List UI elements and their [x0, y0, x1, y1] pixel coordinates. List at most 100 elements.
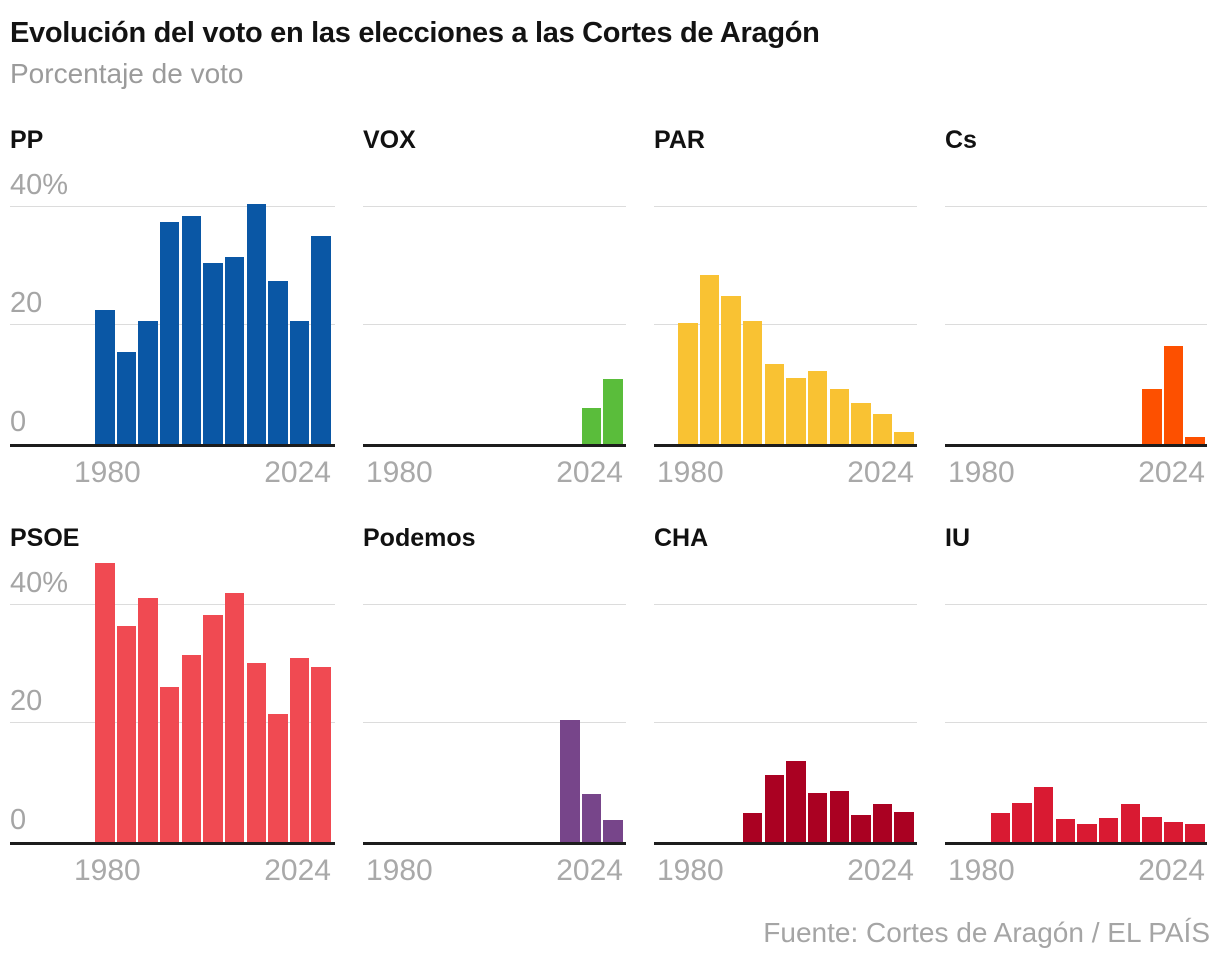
bars-cs — [969, 159, 1207, 444]
gridline-40 — [945, 205, 1207, 207]
bar-cs-2019 — [1163, 345, 1184, 444]
gridline-40 — [654, 603, 917, 605]
bar-iu-1995 — [1033, 787, 1054, 842]
panel-title-psoe: PSOE — [10, 523, 80, 552]
y-tick-label-40: 40% — [10, 566, 69, 599]
bar-iu-1991 — [1012, 802, 1032, 842]
x-axis-cha: 1980 2024 — [654, 845, 917, 892]
bar-cha-2007 — [807, 792, 828, 842]
bar-par-1987 — [699, 275, 720, 444]
bars-pp — [95, 159, 333, 444]
bar-pp-1999 — [181, 215, 202, 444]
bar-pp-2019 — [289, 320, 310, 444]
bar-vox-2019 — [581, 408, 602, 444]
bar-pp-2003 — [203, 263, 223, 444]
panel-par: PAR 1980 2024 — [654, 126, 917, 494]
bar-cha-2023 — [894, 811, 914, 842]
x-tick-label-end: 2024 — [264, 455, 331, 489]
bars-podemos — [387, 557, 625, 842]
bars-vox — [387, 159, 625, 444]
x-axis-iu: 1980 2024 — [945, 845, 1207, 892]
x-axis-podemos: 1980 2024 — [363, 845, 626, 892]
bar-pp-2007 — [224, 257, 245, 444]
gridline-20 — [654, 323, 917, 325]
y-tick-label-40: 40% — [10, 168, 69, 201]
gridline-40 — [654, 205, 917, 207]
x-axis-band: 1980 2024 — [366, 447, 625, 494]
x-axis-band: 1980 2024 — [74, 447, 333, 494]
x-tick-label-end: 2024 — [847, 455, 914, 489]
bar-psoe-2023 — [311, 666, 331, 842]
bar-cs-2015 — [1142, 388, 1162, 444]
bar-psoe-1991 — [138, 597, 158, 842]
plot-area-psoe: 40% 20 0 — [10, 557, 335, 845]
bar-iu-1999 — [1055, 819, 1076, 842]
x-axis-band: 1980 2024 — [657, 845, 916, 892]
bar-psoe-1999 — [181, 655, 202, 842]
page-title: Evolución del voto en las elecciones a l… — [10, 17, 820, 49]
bar-psoe-2015 — [268, 714, 288, 842]
bar-psoe-1983 — [95, 563, 115, 842]
x-tick-label-end: 2024 — [1138, 455, 1205, 489]
bar-iu-1987 — [990, 812, 1011, 842]
page-subtitle: Porcentaje de voto — [10, 57, 244, 89]
x-axis-vox: 1980 2024 — [363, 447, 626, 494]
x-tick-label-start: 1980 — [657, 853, 724, 887]
bar-par-2023 — [894, 431, 914, 444]
y-tick-label-0: 0 — [10, 405, 27, 438]
y-tick-label-0: 0 — [10, 803, 27, 836]
chart-header: Evolución del voto en las elecciones a l… — [0, 0, 1220, 90]
panel-title-par: PAR — [654, 125, 705, 154]
panel-iu: IU 1980 2024 — [945, 524, 1207, 892]
x-tick-label-start: 1980 — [74, 455, 141, 489]
x-axis-band: 1980 2024 — [948, 447, 1207, 494]
panel-title-pp: PP — [10, 125, 44, 154]
bar-cha-2011 — [829, 791, 850, 842]
x-axis-band: 1980 2024 — [74, 845, 333, 892]
bar-iu-2003 — [1077, 823, 1097, 842]
panel-title-podemos: Podemos — [363, 523, 476, 552]
bar-pp-1983 — [95, 310, 115, 444]
bar-podemos-2015 — [560, 720, 580, 842]
panel-psoe: PSOE 40% 20 0 1980 2024 — [10, 524, 335, 892]
small-multiples-grid: PP 40% 20 0 1980 2024 VOX 1980 2024 PAR 1980 2024 Cs… — [0, 126, 1220, 892]
bar-cs-2023 — [1185, 436, 1205, 444]
x-axis-band: 1980 2024 — [948, 845, 1207, 892]
x-axis-par: 1980 2024 — [654, 447, 917, 494]
bar-pp-1995 — [159, 221, 180, 444]
x-tick-label-start: 1980 — [948, 455, 1015, 489]
panel-cha: CHA 1980 2024 — [654, 524, 917, 892]
x-tick-label-start: 1980 — [74, 853, 141, 887]
gridline-40 — [945, 603, 1207, 605]
bars-psoe — [95, 557, 333, 842]
x-tick-label-start: 1980 — [657, 455, 724, 489]
bar-cha-2019 — [872, 804, 893, 842]
bar-par-1991 — [721, 296, 741, 444]
bar-psoe-2007 — [224, 592, 245, 842]
x-tick-label-start: 1980 — [366, 455, 433, 489]
bar-iu-2019 — [1163, 822, 1184, 842]
bar-psoe-2011 — [246, 663, 267, 842]
gridline-20 — [363, 721, 626, 723]
bar-par-2019 — [872, 414, 893, 444]
x-tick-label-end: 2024 — [264, 853, 331, 887]
gridline-20 — [363, 323, 626, 325]
x-tick-label-start: 1980 — [366, 853, 433, 887]
bar-pp-2011 — [246, 203, 267, 444]
x-axis-band: 1980 2024 — [366, 845, 625, 892]
panel-title-vox: VOX — [363, 125, 416, 154]
bar-psoe-2019 — [289, 658, 310, 842]
gridline-20 — [945, 323, 1207, 325]
plot-area-pp: 40% 20 0 — [10, 159, 335, 447]
bar-vox-2023 — [603, 378, 623, 444]
bars-iu — [969, 557, 1207, 842]
panel-podemos: Podemos 1980 2024 — [363, 524, 626, 892]
plot-area-par — [654, 159, 917, 447]
bars-cha — [678, 557, 916, 842]
panel-title-iu: IU — [945, 523, 970, 552]
plot-area-cs — [945, 159, 1207, 447]
plot-area-cha — [654, 557, 917, 845]
x-tick-label-start: 1980 — [948, 853, 1015, 887]
x-axis-pp: 1980 2024 — [10, 447, 335, 494]
panel-cs: Cs 1980 2024 — [945, 126, 1207, 494]
